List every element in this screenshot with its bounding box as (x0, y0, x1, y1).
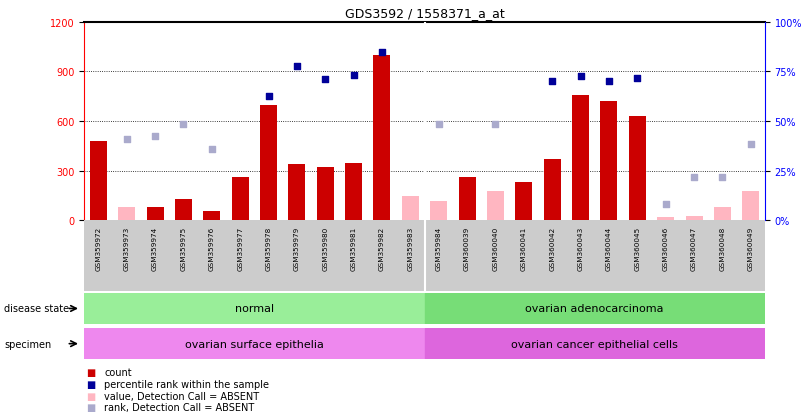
Text: value, Detection Call = ABSENT: value, Detection Call = ABSENT (104, 391, 260, 401)
Bar (90, 142, 107, 221)
Bar (629, 117, 646, 221)
Point (489, 122, 502, 128)
Bar (572, 95, 589, 221)
Bar (84, 328, 425, 359)
Text: GSM359977: GSM359977 (237, 227, 244, 271)
Text: ovarian adenocarcinoma: ovarian adenocarcinoma (525, 304, 664, 314)
Bar (425, 328, 765, 359)
Text: rank, Detection Call = ABSENT: rank, Detection Call = ABSENT (104, 402, 255, 412)
Text: GSM360040: GSM360040 (493, 227, 498, 271)
Bar (458, 178, 476, 221)
Point (177, 122, 190, 128)
Text: GSM359976: GSM359976 (209, 227, 215, 271)
Text: count: count (104, 368, 131, 377)
Point (120, 137, 133, 143)
Bar (544, 160, 561, 221)
Bar (260, 105, 277, 221)
Bar (515, 183, 533, 221)
Point (291, 64, 304, 71)
Text: GSM359981: GSM359981 (351, 227, 356, 271)
Text: GSM359972: GSM359972 (95, 227, 101, 271)
Text: ■: ■ (87, 368, 96, 377)
Text: GSM360045: GSM360045 (634, 227, 640, 271)
Bar (147, 208, 163, 221)
Text: GSM359984: GSM359984 (436, 227, 441, 271)
Bar (657, 218, 674, 221)
Text: GSM360042: GSM360042 (549, 227, 555, 271)
Bar (345, 163, 362, 221)
Text: GSM360044: GSM360044 (606, 227, 612, 271)
Text: ovarian cancer epithelial cells: ovarian cancer epithelial cells (511, 339, 678, 349)
Text: ovarian surface epithelia: ovarian surface epithelia (185, 339, 324, 349)
Point (687, 175, 700, 181)
Point (659, 201, 672, 208)
Point (376, 49, 388, 56)
Text: GSM359982: GSM359982 (379, 227, 385, 271)
Point (205, 147, 218, 153)
Bar (175, 199, 192, 221)
Text: disease state: disease state (4, 304, 69, 314)
Text: ■: ■ (87, 402, 96, 412)
Text: GSM359980: GSM359980 (322, 227, 328, 271)
Text: GSM359979: GSM359979 (294, 227, 300, 271)
Bar (316, 168, 334, 221)
Bar (203, 211, 220, 221)
Text: ■: ■ (87, 391, 96, 401)
Point (149, 133, 162, 140)
Bar (84, 293, 425, 324)
Text: GSM360048: GSM360048 (719, 227, 726, 271)
Text: GSM360041: GSM360041 (521, 227, 527, 271)
Text: ■: ■ (87, 379, 96, 389)
Text: GSM359983: GSM359983 (408, 227, 413, 271)
Text: GSM360046: GSM360046 (662, 227, 669, 271)
Point (347, 72, 360, 79)
Bar (430, 201, 447, 221)
Point (744, 142, 757, 148)
Text: GSM359975: GSM359975 (180, 227, 187, 271)
Bar (231, 178, 248, 221)
Bar (402, 196, 419, 221)
Bar (119, 208, 135, 221)
Bar (288, 165, 305, 221)
Point (631, 76, 644, 82)
Bar (487, 191, 504, 221)
Bar (373, 56, 390, 221)
Text: GSM360039: GSM360039 (464, 227, 470, 271)
Point (433, 122, 445, 128)
Text: GSM360043: GSM360043 (578, 227, 584, 271)
Title: GDS3592 / 1558371_a_at: GDS3592 / 1558371_a_at (344, 7, 505, 20)
Bar (743, 191, 759, 221)
Point (716, 175, 729, 181)
Text: GSM360047: GSM360047 (691, 227, 697, 271)
Point (262, 94, 275, 100)
Text: percentile rank within the sample: percentile rank within the sample (104, 379, 269, 389)
Bar (425, 293, 765, 324)
Text: GSM359973: GSM359973 (123, 227, 130, 271)
Text: normal: normal (235, 304, 274, 314)
Point (574, 74, 587, 81)
Text: GSM359978: GSM359978 (265, 227, 272, 271)
Bar (714, 208, 731, 221)
Point (319, 76, 332, 83)
Text: GSM360049: GSM360049 (748, 227, 754, 271)
Point (545, 79, 558, 85)
Bar (686, 216, 702, 221)
Point (602, 78, 615, 85)
Text: specimen: specimen (4, 339, 51, 349)
Bar (601, 102, 618, 221)
Text: GSM359974: GSM359974 (152, 227, 158, 271)
